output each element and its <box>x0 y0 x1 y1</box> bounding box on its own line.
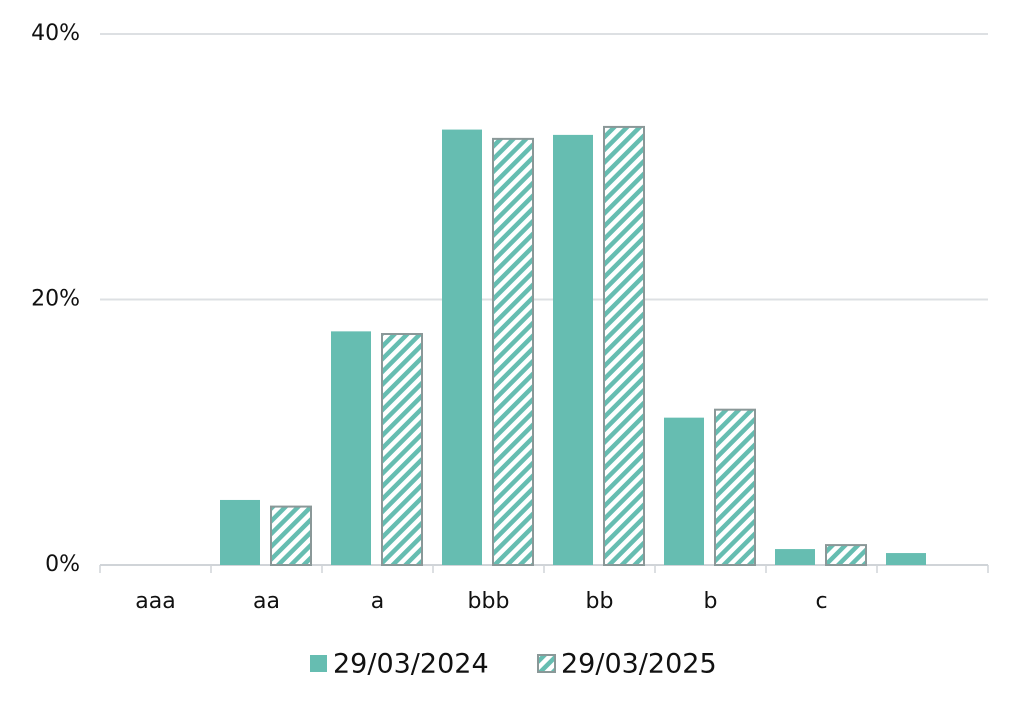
x-tick-label: aaa <box>135 589 175 614</box>
bar <box>603 125 645 567</box>
bar <box>270 505 312 566</box>
bar <box>553 134 593 565</box>
y-tick-label: 40% <box>31 21 80 46</box>
x-tick-label: c <box>815 589 827 614</box>
x-tick-label: b <box>704 589 718 614</box>
bar <box>381 333 423 567</box>
bar <box>825 544 867 567</box>
bar <box>886 553 926 565</box>
x-tick-label: bbb <box>468 589 510 614</box>
legend-label: 29/03/2024 <box>333 649 489 680</box>
bar <box>775 549 815 565</box>
x-tick-label: aa <box>253 589 280 614</box>
y-tick-label: 0% <box>45 552 80 577</box>
bar <box>442 129 482 565</box>
y-tick-label: 20% <box>31 287 80 312</box>
bar <box>331 331 371 565</box>
legend-swatch <box>537 654 556 673</box>
bar <box>714 408 756 566</box>
bar <box>664 417 704 565</box>
bar <box>220 499 260 565</box>
legend-swatch <box>310 655 327 672</box>
x-tick-label: a <box>371 589 384 614</box>
x-tick-label: bb <box>586 589 614 614</box>
bar <box>492 137 534 566</box>
legend-label: 29/03/2025 <box>561 649 717 680</box>
